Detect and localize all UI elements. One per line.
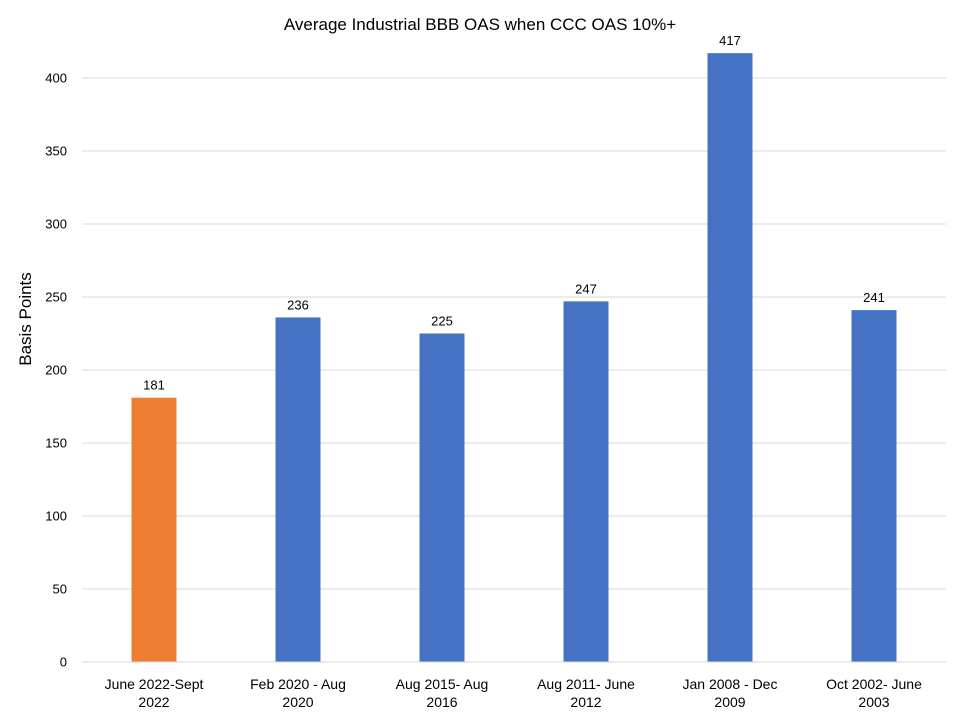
y-axis-label: Basis Points [16,272,35,366]
data-label: 236 [287,297,309,312]
x-category-label: 2009 [714,694,745,710]
y-tick-label: 50 [53,582,67,597]
bar [131,397,177,662]
chart-title: Average Industrial BBB OAS when CCC OAS … [284,15,676,34]
bars [131,53,897,663]
bar [419,333,465,662]
y-tick-label: 200 [45,363,67,378]
y-tick-label: 400 [45,71,67,86]
bar [851,310,897,662]
y-tick-label: 100 [45,509,67,524]
data-labels: 181 236 225 247 417 241 [143,33,885,393]
x-category-label: Feb 2020 - Aug [250,676,346,692]
x-category-label: 2016 [426,694,457,710]
x-category-label: June 2022-Sept [105,676,204,692]
bar [275,317,321,662]
y-tick-label: 150 [45,436,67,451]
x-category-label: Jan 2008 - Dec [683,676,778,692]
x-category-label: Aug 2015- Aug [396,676,489,692]
bar [707,53,753,663]
y-tick-label: 250 [45,290,67,305]
data-label: 417 [719,33,741,48]
x-category-label: 2020 [282,694,313,710]
x-category-label: 2012 [570,694,601,710]
x-category-label: 2003 [858,694,889,710]
x-axis-categories: June 2022-Sept 2022 Feb 2020 - Aug 2020 Aug … [105,676,923,710]
y-tick-label: 300 [45,217,67,232]
y-tick-label: 350 [45,144,67,159]
y-tick-label: 0 [60,655,67,670]
data-label: 181 [143,378,165,393]
x-category-label: Oct 2002- June [826,676,922,692]
data-label: 241 [863,290,885,305]
x-category-label: Aug 2011- June [537,676,635,692]
bar [563,301,609,662]
x-category-label: 2022 [138,694,169,710]
y-axis-ticks: 0 50 100 150 200 250 300 350 400 [45,71,67,670]
gridlines [82,77,946,590]
data-label: 247 [575,281,597,296]
data-label: 225 [431,314,453,329]
